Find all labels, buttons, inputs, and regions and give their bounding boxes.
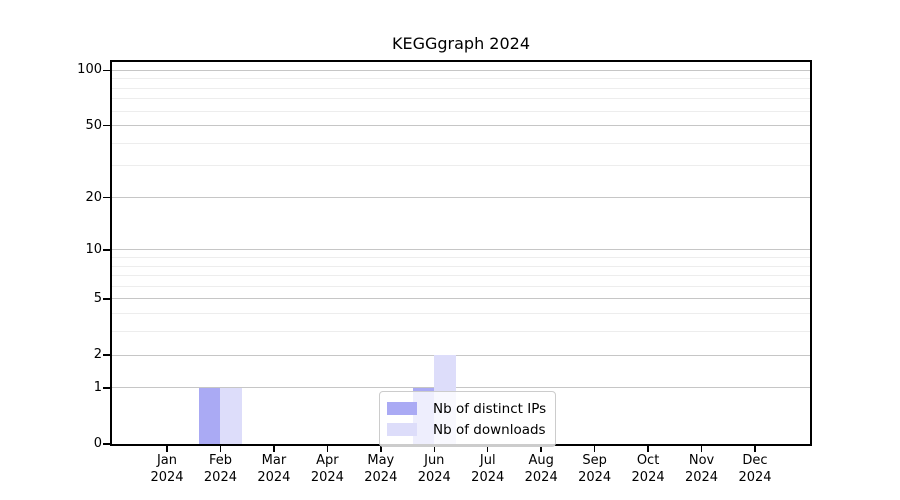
major-gridline [112,125,810,127]
x-tick-mark [647,446,649,452]
downloads-swatch-icon [387,423,417,436]
legend-label: Nb of distinct IPs [433,400,547,417]
major-gridline [112,354,810,356]
y-tick-mark [103,298,110,300]
x-tick-mark [433,446,436,452]
minor-gridline [112,110,810,112]
y-tick-mark [103,196,110,199]
x-tick-mark [540,446,542,452]
x-tick-label: Jun 2024 [417,453,451,485]
x-tick-mark [380,446,382,452]
major-gridline [112,249,810,251]
minor-gridline [112,265,810,267]
y-tick-mark [103,249,110,251]
x-tick-mark [593,446,596,452]
x-tick-label: Mar 2024 [257,453,291,485]
x-tick-label: Nov 2024 [684,453,719,485]
x-tick-label: Jan 2024 [150,453,184,485]
major-gridline [112,298,810,300]
bar [198,387,221,444]
y-tick-label: 50 [85,117,102,133]
minor-gridline [112,285,810,287]
y-tick-mark [103,69,110,72]
minor-gridline [112,98,810,100]
legend: Nb of distinct IPs Nb of downloads [379,391,557,447]
legend-label: Nb of downloads [433,421,546,438]
minor-gridline [112,78,810,80]
minor-gridline [112,165,810,167]
y-tick-label: 10 [85,241,102,257]
minor-gridline [112,87,810,89]
x-tick-label: Jul 2024 [471,453,505,485]
plot-area: Nb of distinct IPs Nb of downloads [110,60,812,447]
y-tick-label: 5 [93,290,102,306]
y-tick-mark [103,387,110,389]
y-tick-label: 1 [93,379,102,395]
y-tick-label: 20 [85,189,102,205]
distinct-ips-swatch-icon [387,402,417,415]
minor-gridline [112,257,810,259]
legend-item-distinct-ips: Nb of distinct IPs [387,398,546,419]
x-tick-label: Dec 2024 [738,453,772,485]
major-gridline [112,197,810,199]
x-tick-mark [166,446,168,452]
chart-title: KEGGgraph 2024 [391,34,531,53]
minor-gridline [112,313,810,315]
x-tick-mark [326,446,329,452]
major-gridline [112,69,810,71]
x-tick-label: May 2024 [364,453,398,485]
x-tick-label: Oct 2024 [631,453,665,485]
y-tick-label: 100 [77,62,102,78]
x-tick-mark [273,446,275,452]
bar [220,387,242,444]
x-tick-mark [486,446,489,452]
y-tick-mark [103,354,110,356]
x-tick-mark [700,446,703,452]
x-tick-label: Aug 2024 [524,453,558,485]
minor-gridline [112,331,810,333]
major-gridline [112,387,810,389]
minor-gridline [112,275,810,277]
y-tick-label: 2 [93,347,102,363]
legend-item-downloads: Nb of downloads [387,419,546,440]
y-tick-mark [103,124,110,127]
x-tick-mark [219,446,222,452]
x-tick-label: Sep 2024 [578,453,612,485]
y-tick-mark [103,443,110,445]
y-tick-label: 0 [93,436,102,451]
x-tick-mark [754,446,756,452]
minor-gridline [112,142,810,144]
x-tick-label: Feb 2024 [203,453,237,485]
x-tick-label: Apr 2024 [310,453,344,485]
